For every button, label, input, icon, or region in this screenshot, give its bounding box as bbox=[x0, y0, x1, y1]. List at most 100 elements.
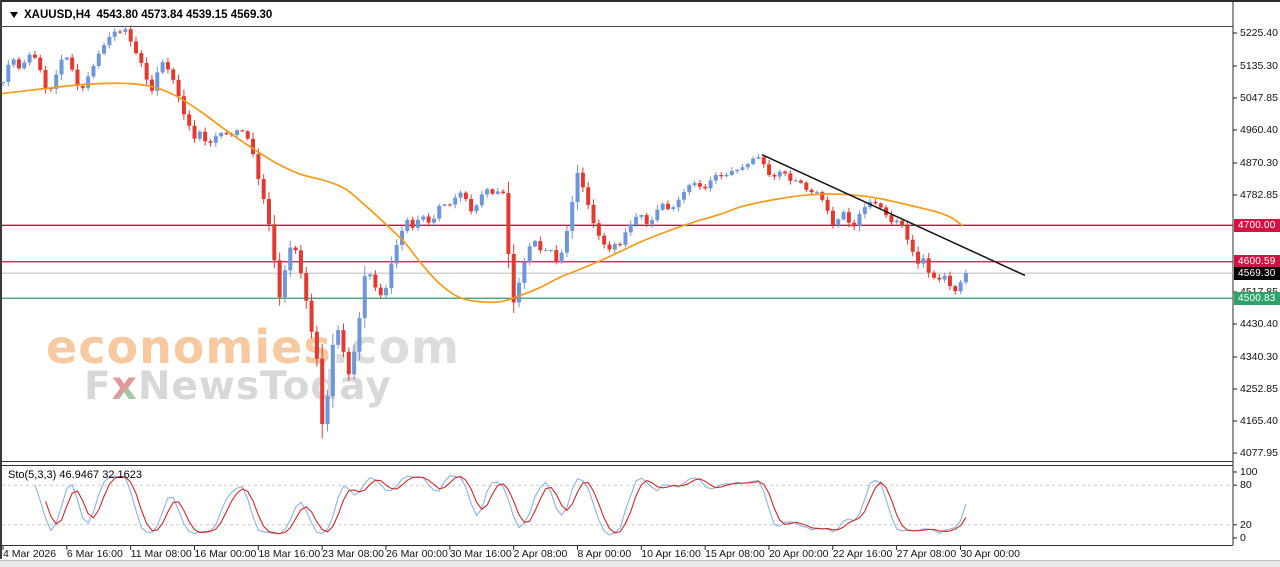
candle-body bbox=[320, 358, 325, 425]
candle-body bbox=[11, 59, 16, 65]
symbol-timeframe-label: XAUUSD,H4 bbox=[24, 9, 91, 21]
candle-body bbox=[958, 282, 963, 292]
candle-body bbox=[490, 189, 495, 194]
candle-body bbox=[639, 215, 644, 217]
candle-body bbox=[937, 277, 942, 280]
candle-body bbox=[54, 74, 59, 89]
candle-body bbox=[421, 216, 426, 220]
candle-body bbox=[107, 36, 112, 46]
candle-body bbox=[139, 53, 144, 63]
candle-body bbox=[559, 252, 564, 262]
candle-body bbox=[1, 81, 5, 83]
candle-body bbox=[772, 175, 777, 177]
candle-body bbox=[149, 79, 154, 91]
candle-body bbox=[59, 59, 64, 75]
candle-body bbox=[830, 210, 835, 225]
candle-body bbox=[634, 216, 639, 225]
candle-body bbox=[469, 199, 474, 212]
candle-body bbox=[6, 64, 11, 82]
candle-body bbox=[240, 130, 245, 132]
candle-body bbox=[479, 194, 484, 206]
candle-body bbox=[841, 212, 846, 220]
price-tag-4600.59: 4600.59 bbox=[1234, 255, 1280, 269]
candle-body bbox=[357, 318, 362, 352]
candle-body bbox=[591, 204, 596, 224]
window-left-border bbox=[0, 0, 2, 559]
chart-title: XAUUSD,H4 4543.80 4573.84 4539.15 4569.3… bbox=[10, 7, 272, 23]
candle-body bbox=[368, 274, 373, 277]
indicator-axis-tick-label: 100 bbox=[1240, 466, 1258, 478]
descending-trendline[interactable] bbox=[761, 154, 1026, 277]
stochastic-signal-line bbox=[45, 475, 967, 535]
candle-body bbox=[809, 189, 814, 193]
price-axis-tick-label: 4252.85 bbox=[1240, 383, 1278, 396]
price-axis-tick-label: 5135.30 bbox=[1240, 59, 1278, 72]
candle-body bbox=[485, 189, 490, 195]
candle-body bbox=[666, 203, 670, 210]
candle-body bbox=[86, 76, 91, 88]
candle-body bbox=[224, 132, 229, 135]
candle-body bbox=[873, 201, 878, 204]
candle-body bbox=[293, 247, 298, 251]
candle-body bbox=[426, 216, 431, 223]
candle-body bbox=[538, 241, 543, 251]
window-top-border bbox=[0, 0, 1280, 2]
candle-body bbox=[916, 251, 921, 264]
candle-body bbox=[793, 180, 798, 182]
time-axis-label: 2 Apr 08:00 bbox=[513, 548, 568, 560]
candle-body bbox=[128, 29, 133, 42]
candle-body bbox=[889, 215, 894, 223]
candle-body bbox=[570, 202, 575, 231]
candle-body bbox=[341, 330, 346, 352]
indicator-axis-tick-label: 80 bbox=[1240, 479, 1252, 492]
price-axis-tick-label: 4782.85 bbox=[1240, 189, 1278, 201]
window-bottom-strip bbox=[0, 560, 1280, 567]
candle-body bbox=[729, 171, 734, 175]
candle-body bbox=[618, 244, 623, 246]
candle-body bbox=[362, 276, 367, 319]
candle-body bbox=[453, 197, 458, 205]
candle-body bbox=[607, 244, 612, 250]
candle-body bbox=[155, 72, 160, 91]
candle-body bbox=[27, 54, 32, 63]
candle-body bbox=[203, 131, 208, 142]
candle-body bbox=[612, 244, 617, 250]
candle-body bbox=[756, 157, 761, 159]
candle-body bbox=[596, 223, 601, 236]
time-axis-label: 23 Mar 08:00 bbox=[322, 548, 385, 560]
price-axis-tick-label: 4165.40 bbox=[1240, 415, 1278, 428]
candle-body bbox=[346, 351, 351, 375]
moving-average-line[interactable] bbox=[1, 82, 964, 304]
candle-body bbox=[878, 203, 883, 208]
candle-body bbox=[197, 131, 202, 139]
candle-body bbox=[309, 300, 314, 332]
candle-body bbox=[751, 158, 756, 165]
candle-body bbox=[783, 171, 788, 174]
candle-body bbox=[650, 220, 655, 224]
candle-body bbox=[118, 31, 123, 33]
candle-body bbox=[564, 230, 569, 253]
candle-body bbox=[75, 69, 80, 86]
candle-body bbox=[277, 260, 282, 298]
candle-body bbox=[38, 57, 43, 70]
candle-body bbox=[511, 253, 516, 303]
candle-body bbox=[261, 178, 266, 199]
candle-body bbox=[713, 175, 718, 181]
candle-body bbox=[932, 272, 936, 278]
indicator-name: Sto(5,3,3) bbox=[8, 469, 57, 481]
price-axis-tick-label: 4960.40 bbox=[1240, 124, 1278, 136]
candle-body bbox=[501, 191, 506, 194]
candle-body bbox=[910, 239, 915, 252]
symbol-dropdown-icon[interactable] bbox=[10, 12, 18, 18]
price-tag-4569.30: 4569.30 bbox=[1234, 266, 1280, 280]
candle-body bbox=[96, 53, 101, 66]
candle-body bbox=[352, 351, 357, 375]
candles-layer[interactable] bbox=[1, 25, 968, 439]
price-axis-tick-label: 4870.30 bbox=[1240, 156, 1278, 169]
candle-body bbox=[123, 29, 128, 32]
time-axis-label: 30 Apr 00:00 bbox=[960, 548, 1020, 560]
candle-body bbox=[655, 209, 660, 221]
candle-body bbox=[724, 174, 729, 177]
candle-body bbox=[267, 198, 271, 225]
